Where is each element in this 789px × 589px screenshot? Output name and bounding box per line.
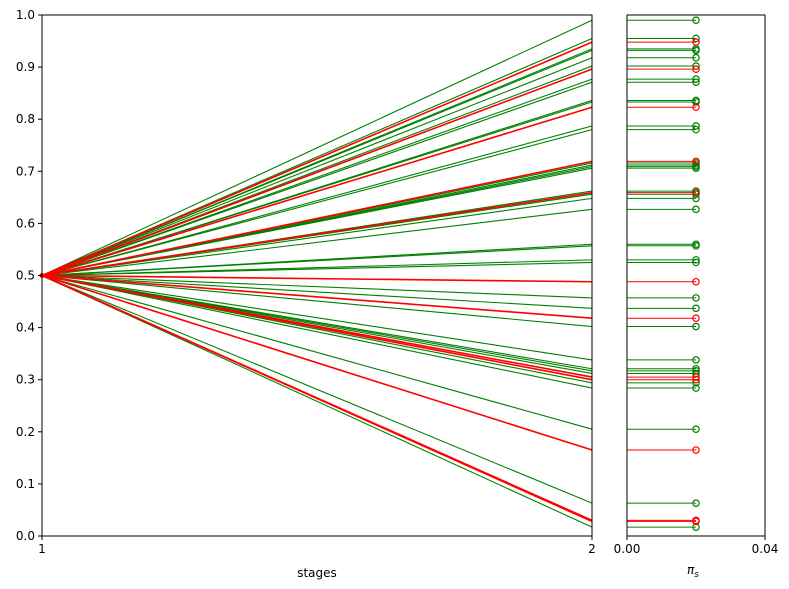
scenario-line-30 xyxy=(41,274,593,299)
scenario-line-43 xyxy=(41,274,593,451)
x-tick-label: 1 xyxy=(38,542,46,556)
scenario-line-21 xyxy=(41,191,593,277)
scenario-line-47 xyxy=(41,274,593,528)
probability-marker-5 xyxy=(692,53,700,62)
scenario-line-23 xyxy=(41,197,593,277)
scenario-line-28 xyxy=(41,261,593,277)
probability-marker-41 xyxy=(692,384,700,392)
probability-marker-32 xyxy=(692,314,700,323)
probability-marker-38 xyxy=(692,373,700,381)
probability-marker-34 xyxy=(692,356,700,364)
scenario-line-31 xyxy=(41,274,593,309)
scenario-line-33 xyxy=(41,274,593,328)
probability-marker-9 xyxy=(692,78,700,87)
probability-marker-4 xyxy=(692,46,700,55)
probability-stems xyxy=(627,16,700,531)
side-x-tick-label: 0.00 xyxy=(614,542,641,556)
side-axes-frame xyxy=(626,14,766,537)
scenario-line-39 xyxy=(41,274,593,381)
probability-marker-43 xyxy=(692,446,700,454)
scenario-line-34 xyxy=(41,274,593,361)
probability-marker-2 xyxy=(692,38,700,46)
scenario-line-24 xyxy=(41,208,593,277)
side-x-tick-label: 0.04 xyxy=(752,542,779,556)
y-tick-label: 0.2 xyxy=(16,425,35,439)
y-tick-label: 0.7 xyxy=(16,164,35,178)
probability-marker-44 xyxy=(692,499,700,507)
probability-marker-39 xyxy=(692,375,700,384)
x-axis-label: stages xyxy=(297,566,337,580)
scenario-line-7 xyxy=(41,68,593,277)
scenario-line-12 xyxy=(41,106,593,277)
y-tick-label: 0.1 xyxy=(16,477,35,491)
probability-marker-29 xyxy=(692,277,700,286)
probability-marker-42 xyxy=(692,425,700,433)
side-x-axis-ticks: 0.00 0.04 xyxy=(614,536,779,556)
scenario-line-42 xyxy=(41,274,593,430)
main-axes-frame xyxy=(41,14,593,537)
x-tick-label: 2 xyxy=(588,542,596,556)
scenario-line-2 xyxy=(41,41,593,277)
y-tick-label: 0.5 xyxy=(16,269,35,283)
scenario-line-14 xyxy=(41,129,593,277)
scenario-line-4 xyxy=(41,49,593,277)
probability-marker-27 xyxy=(692,256,700,264)
probability-marker-46 xyxy=(692,517,700,526)
probability-marker-0 xyxy=(692,16,700,25)
probability-marker-23 xyxy=(692,194,700,203)
y-tick-label: 0.4 xyxy=(16,321,35,335)
y-tick-label: 1.0 xyxy=(16,8,35,22)
probability-marker-15 xyxy=(692,157,700,166)
scenario-line-5 xyxy=(41,57,593,277)
y-tick-label: 0.8 xyxy=(16,112,35,126)
scenario-line-0 xyxy=(41,19,593,276)
y-tick-label: 0.0 xyxy=(16,529,35,543)
probability-marker-12 xyxy=(692,103,700,112)
probability-marker-24 xyxy=(692,205,700,214)
probability-marker-35 xyxy=(692,364,700,373)
probability-chart: 0.00 0.04 πs xyxy=(614,14,779,580)
probability-marker-33 xyxy=(692,322,700,331)
probability-marker-28 xyxy=(692,258,700,267)
side-x-axis-label: πs xyxy=(687,563,699,580)
scenario-line-46 xyxy=(41,274,593,523)
scenario-line-15 xyxy=(41,160,593,277)
scenario-lines xyxy=(39,19,593,528)
probability-marker-26 xyxy=(692,242,700,250)
scenario-line-19 xyxy=(41,167,593,277)
y-tick-label: 0.6 xyxy=(16,216,35,230)
scenario-line-11 xyxy=(41,101,593,277)
y-tick-label: 0.9 xyxy=(16,60,35,74)
probability-marker-11 xyxy=(692,98,700,106)
probability-marker-31 xyxy=(692,304,700,313)
scenario-line-41 xyxy=(41,274,593,389)
scenario-line-9 xyxy=(41,81,593,277)
probability-marker-30 xyxy=(692,294,700,302)
scenario-line-29 xyxy=(41,274,593,283)
scenario-line-13 xyxy=(41,125,593,277)
probability-marker-21 xyxy=(692,188,700,197)
probability-marker-14 xyxy=(692,125,700,134)
scenario-line-44 xyxy=(41,274,593,504)
scenario-line-32 xyxy=(41,274,593,320)
scenario-line-26 xyxy=(41,245,593,277)
y-axis-ticks: 0.0 0.1 0.2 0.3 0.4 0.5 0.6 0.7 0.8 0.9 1.0 xyxy=(16,8,42,543)
probability-marker-7 xyxy=(692,65,700,73)
y-tick-label: 0.3 xyxy=(16,373,35,387)
